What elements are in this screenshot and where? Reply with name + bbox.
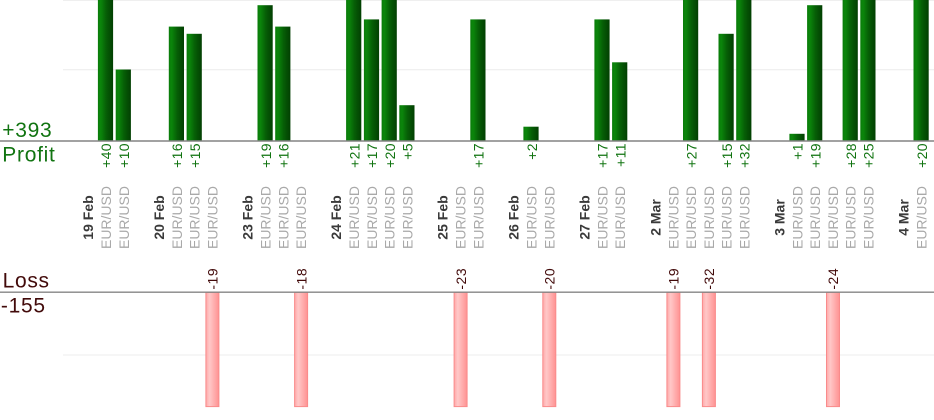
svg-text:EUR/USD: EUR/USD [683,186,699,249]
svg-text:4 Mar: 4 Mar [896,199,912,236]
svg-text:EUR/USD: EUR/USD [169,186,185,249]
svg-text:+5: +5 [400,143,416,160]
svg-text:Profit: Profit [2,144,55,167]
svg-text:EUR/USD: EUR/USD [595,186,611,249]
svg-text:+27: +27 [683,143,699,168]
svg-text:-18: -18 [293,268,309,290]
svg-text:EUR/USD: EUR/USD [719,186,735,249]
svg-text:EUR/USD: EUR/USD [187,186,203,249]
svg-text:+19: +19 [258,143,274,168]
svg-text:25 Feb: 25 Feb [435,195,451,239]
svg-text:EUR/USD: EUR/USD [860,186,876,249]
svg-text:-155: -155 [1,294,46,317]
svg-text:20 Feb: 20 Feb [151,195,167,239]
svg-text:EUR/USD: EUR/USD [701,186,717,249]
svg-text:EUR/USD: EUR/USD [346,186,362,249]
svg-text:+1: +1 [790,143,806,160]
svg-text:-32: -32 [701,268,717,290]
svg-text:EUR/USD: EUR/USD [612,186,628,249]
svg-text:+20: +20 [382,143,398,168]
svg-text:-23: -23 [453,268,469,290]
svg-text:+28: +28 [843,143,859,168]
svg-text:+32: +32 [737,143,753,168]
svg-text:27 Feb: 27 Feb [576,195,592,239]
svg-text:+11: +11 [612,143,628,167]
svg-text:EUR/USD: EUR/USD [275,186,291,249]
svg-text:EUR/USD: EUR/USD [364,186,380,249]
svg-text:EUR/USD: EUR/USD [453,186,469,249]
svg-text:2 Mar: 2 Mar [647,199,663,236]
svg-text:EUR/USD: EUR/USD [665,186,681,249]
svg-text:EUR/USD: EUR/USD [825,186,841,249]
svg-text:EUR/USD: EUR/USD [258,186,274,249]
svg-text:EUR/USD: EUR/USD [470,186,486,249]
svg-text:+10: +10 [116,143,132,168]
svg-text:-19: -19 [205,268,221,290]
svg-text:+17: +17 [364,143,380,168]
svg-text:+20: +20 [914,143,930,168]
svg-text:23 Feb: 23 Feb [240,195,256,239]
svg-text:EUR/USD: EUR/USD [541,186,557,249]
svg-text:EUR/USD: EUR/USD [293,186,309,249]
svg-text:3 Mar: 3 Mar [772,199,788,236]
svg-text:+17: +17 [595,143,611,168]
svg-text:EUR/USD: EUR/USD [116,186,132,249]
svg-text:+40: +40 [98,143,114,168]
svg-text:EUR/USD: EUR/USD [382,186,398,249]
svg-text:+16: +16 [169,143,185,168]
svg-text:Loss: Loss [3,269,50,292]
svg-text:26 Feb: 26 Feb [506,195,522,239]
svg-text:24 Feb: 24 Feb [328,195,344,239]
svg-text:EUR/USD: EUR/USD [914,186,930,249]
svg-text:EUR/USD: EUR/USD [807,186,823,249]
svg-text:+15: +15 [719,143,735,168]
svg-text:+15: +15 [187,143,203,168]
svg-text:-24: -24 [825,268,841,290]
svg-text:EUR/USD: EUR/USD [790,186,806,249]
svg-text:+21: +21 [346,143,362,168]
svg-text:+25: +25 [861,143,877,168]
svg-text:+393: +393 [2,119,52,142]
svg-text:EUR/USD: EUR/USD [399,186,415,249]
svg-text:+2: +2 [524,143,540,160]
svg-text:+16: +16 [276,143,292,168]
svg-text:EUR/USD: EUR/USD [204,186,220,249]
svg-text:EUR/USD: EUR/USD [843,186,859,249]
svg-text:-20: -20 [542,268,558,290]
svg-text:+17: +17 [471,143,487,168]
svg-text:EUR/USD: EUR/USD [524,186,540,249]
svg-text:-19: -19 [666,268,682,290]
svg-text:EUR/USD: EUR/USD [98,186,114,249]
svg-text:EUR/USD: EUR/USD [736,186,752,249]
svg-text:+19: +19 [807,143,823,168]
svg-text:19 Feb: 19 Feb [80,195,96,239]
